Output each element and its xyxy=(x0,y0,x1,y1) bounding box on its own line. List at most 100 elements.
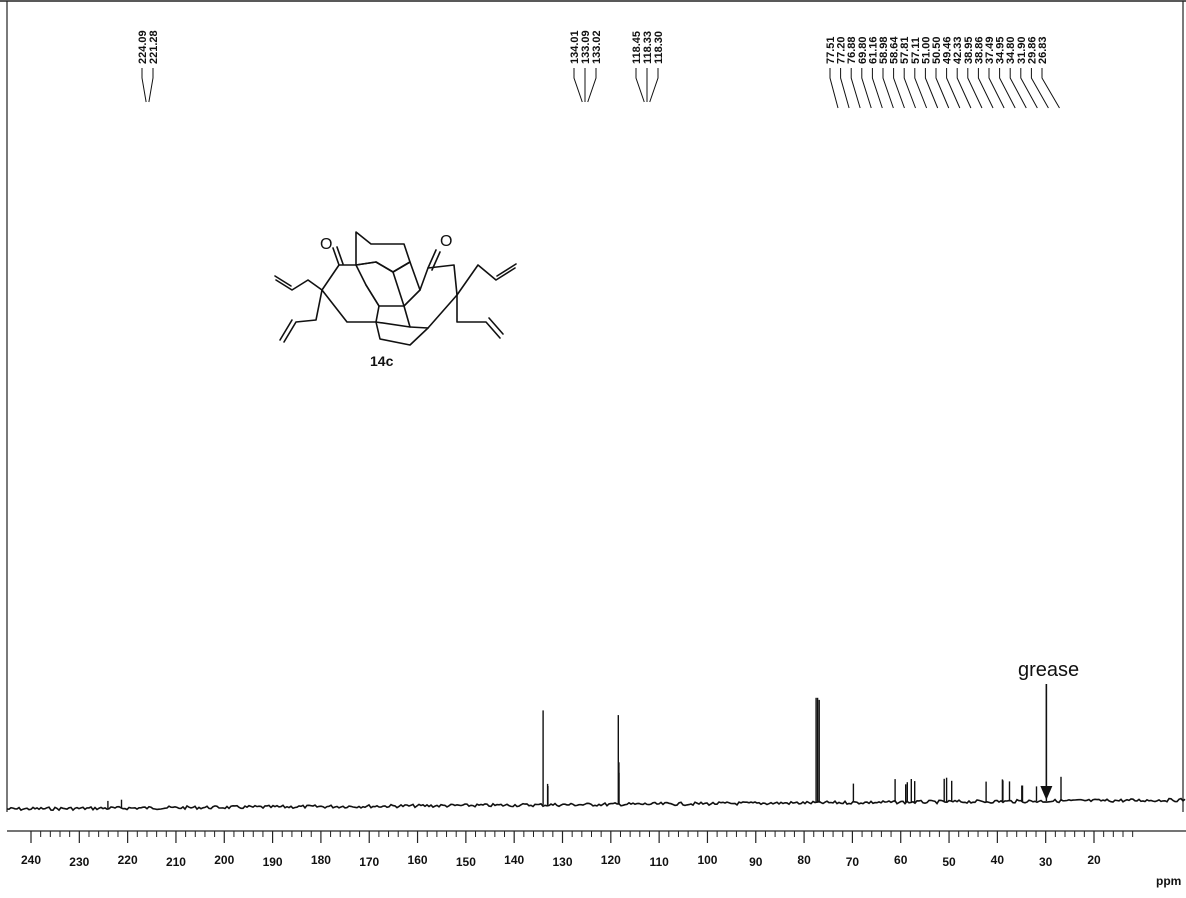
x-tick-label: 80 xyxy=(797,853,811,867)
x-tick-label: 90 xyxy=(749,855,763,869)
peak-label: 77.20 xyxy=(836,36,848,64)
structure-atom-o-left: O xyxy=(320,236,332,253)
structure-left-ring xyxy=(321,264,377,323)
peak-label-connector xyxy=(1009,68,1027,109)
structure-allyl-left-top xyxy=(274,275,323,291)
peak-label: 76.88 xyxy=(846,36,858,64)
x-tick-label: 220 xyxy=(118,853,138,867)
compound-structure xyxy=(274,231,517,346)
grease-annotation: grease xyxy=(1018,659,1079,800)
peak-label-connector xyxy=(1041,68,1060,109)
compound-label: 14c xyxy=(370,353,394,369)
peak-label-connector xyxy=(141,68,147,103)
peak-label-connector xyxy=(573,68,583,103)
peak-label: 224.09 xyxy=(137,30,149,64)
peak-label-connector xyxy=(893,68,905,109)
peak-label-connector xyxy=(587,68,597,103)
peak-label-connector xyxy=(1030,68,1049,109)
peak-label: 133.02 xyxy=(591,30,603,64)
peak-label-connector xyxy=(935,68,950,109)
peak-label: 69.80 xyxy=(857,36,869,64)
x-tick-label: 150 xyxy=(456,855,476,869)
x-tick-label: 100 xyxy=(697,853,717,867)
peak-label-connector xyxy=(956,68,972,109)
peak-label: 57.81 xyxy=(899,36,911,64)
peak-label: 29.86 xyxy=(1026,36,1038,64)
peak-label-connector xyxy=(903,68,916,109)
structure-right-ring xyxy=(419,264,458,329)
peak-label: 31.90 xyxy=(1016,36,1028,64)
peak-label: 221.28 xyxy=(148,30,160,64)
x-axis-ticks xyxy=(30,831,1134,843)
peak-label: 118.33 xyxy=(642,31,654,64)
peak-label: 42.33 xyxy=(952,36,964,64)
peak-label: 58.98 xyxy=(878,36,890,64)
x-axis-tick-labels: 240 230 220 210 200 190 180 170 160 150 140 130 120 1… xyxy=(21,853,1101,869)
grease-label: grease xyxy=(1018,659,1079,681)
x-tick-label: 170 xyxy=(359,855,379,869)
peak-label: 38.95 xyxy=(963,36,975,64)
peak-label: 50.50 xyxy=(931,36,943,64)
peak-label-connector xyxy=(635,68,645,103)
x-tick-label: 120 xyxy=(601,853,621,867)
structure-allyl-right-bottom xyxy=(456,294,504,339)
x-tick-label: 160 xyxy=(408,853,428,867)
x-tick-label: 60 xyxy=(894,853,908,867)
x-tick-label: 200 xyxy=(214,853,234,867)
peak-label: 38.86 xyxy=(973,36,985,64)
x-tick-label: 140 xyxy=(504,853,524,867)
peak-labels: 224.09 221.28 134.01 133.09 133.02 118.45 118.… xyxy=(137,30,1060,109)
peak-label: 34.80 xyxy=(1005,36,1017,64)
peak-label: 51.00 xyxy=(920,36,932,64)
structure-allyl-right-top xyxy=(456,263,517,296)
structure-cage-inner xyxy=(365,271,411,328)
peak-label-connector xyxy=(977,68,994,109)
peak-label-connector xyxy=(829,68,839,109)
x-tick-label: 40 xyxy=(991,853,1005,867)
structure-left-carbonyl xyxy=(332,246,344,266)
peak-label: 133.09 xyxy=(580,30,592,64)
peak-label: 77.51 xyxy=(825,36,837,64)
spectrum-peaks xyxy=(107,697,1062,809)
peak-label: 61.16 xyxy=(867,36,879,64)
structure-allyl-left-bottom xyxy=(279,289,323,343)
peak-label-connector xyxy=(861,68,872,109)
structure-cage xyxy=(355,261,421,307)
peak-label: 26.83 xyxy=(1037,36,1049,64)
structure-right-carbonyl xyxy=(427,249,441,271)
x-tick-label: 230 xyxy=(69,855,89,869)
x-tick-label: 50 xyxy=(942,855,956,869)
peak-label-connector xyxy=(967,68,983,109)
peak-label-connector xyxy=(1020,68,1038,109)
x-tick-label: 240 xyxy=(21,853,41,867)
peak-label-connector xyxy=(148,68,154,103)
x-tick-label: 190 xyxy=(263,855,283,869)
structure-atom-o-right: O xyxy=(440,233,452,250)
peak-label: 58.64 xyxy=(889,36,901,64)
peak-label: 118.30 xyxy=(653,31,665,64)
peak-label-connector xyxy=(882,68,894,109)
structure-cage-bottom xyxy=(375,321,429,346)
peak-label-connector xyxy=(924,68,939,109)
x-tick-label: 30 xyxy=(1039,855,1053,869)
peak-label: 57.11 xyxy=(910,37,922,64)
peak-label-connector xyxy=(999,68,1016,109)
x-tick-label: 70 xyxy=(846,855,860,869)
x-tick-label: 130 xyxy=(552,855,572,869)
peak-label: 118.45 xyxy=(631,31,643,64)
peak-label: 34.95 xyxy=(995,36,1007,64)
x-tick-label: 20 xyxy=(1087,853,1101,867)
spectrum-baseline xyxy=(6,797,1186,812)
x-tick-label: 210 xyxy=(166,855,186,869)
grease-arrow-head xyxy=(1040,786,1053,800)
peak-label: 49.46 xyxy=(942,36,954,64)
x-tick-label: 180 xyxy=(311,853,331,867)
x-tick-label: 110 xyxy=(649,855,669,869)
peak-label: 134.01 xyxy=(569,30,581,64)
x-axis-label: ppm xyxy=(1156,874,1181,888)
peak-label-connector xyxy=(850,68,861,109)
peak-label-connector xyxy=(946,68,961,109)
peak-label-connector xyxy=(914,68,928,109)
peak-label-connector xyxy=(649,68,659,103)
